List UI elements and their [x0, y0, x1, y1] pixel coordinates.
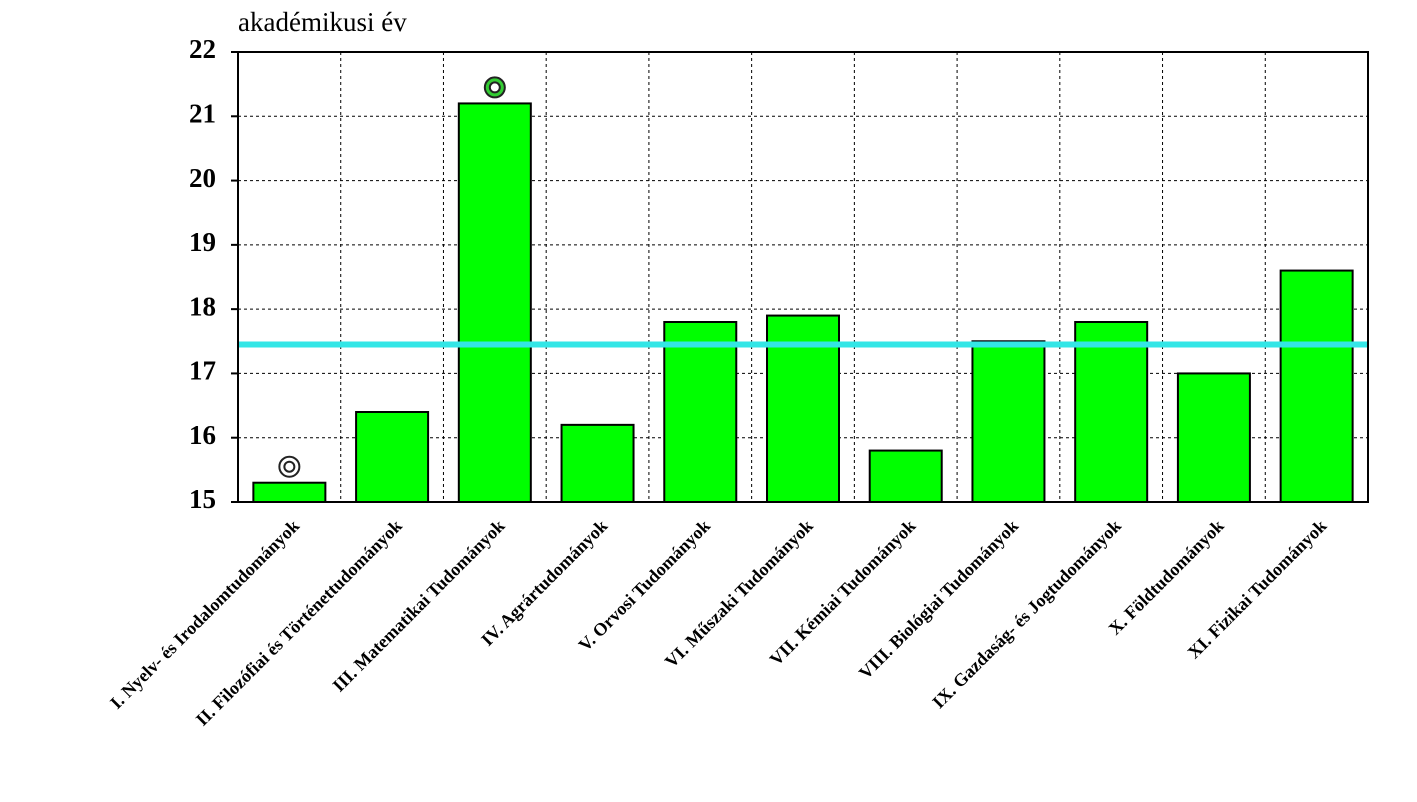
y-tick-label: 15	[189, 484, 216, 514]
bar	[457, 102, 532, 504]
y-tick-label: 20	[189, 163, 216, 193]
x-tick-label: I. Nyelv- és Irodalomtudományok	[106, 516, 303, 713]
y-tick-label: 19	[189, 227, 216, 257]
y-tick-label: 17	[189, 356, 216, 386]
bar	[1279, 269, 1354, 504]
plot-border	[237, 51, 1369, 503]
bar	[560, 423, 635, 504]
bar	[252, 481, 327, 504]
y-tick-label: 22	[189, 34, 216, 64]
extreme-marker-inner	[488, 81, 501, 94]
y-axis-label: akadémikusi év	[238, 7, 407, 37]
extreme-marker-inner	[283, 460, 296, 473]
y-tick-label: 18	[189, 291, 216, 321]
x-tick-label: IX. Gazdaság- és Jogtudományok	[928, 516, 1125, 713]
y-tick-label: 21	[189, 98, 216, 128]
bar	[971, 340, 1046, 503]
x-tick-label: III. Matematikai Tudományok	[329, 516, 509, 696]
bar	[868, 449, 943, 504]
y-tick-label: 16	[189, 420, 216, 450]
x-tick-label: II. Filozófiai és Történettudományok	[192, 516, 406, 730]
bar	[355, 411, 430, 503]
x-tick-label: X. Földtudományok	[1105, 516, 1228, 639]
bar	[663, 321, 738, 503]
bar	[1074, 321, 1149, 503]
bar	[1176, 372, 1251, 503]
